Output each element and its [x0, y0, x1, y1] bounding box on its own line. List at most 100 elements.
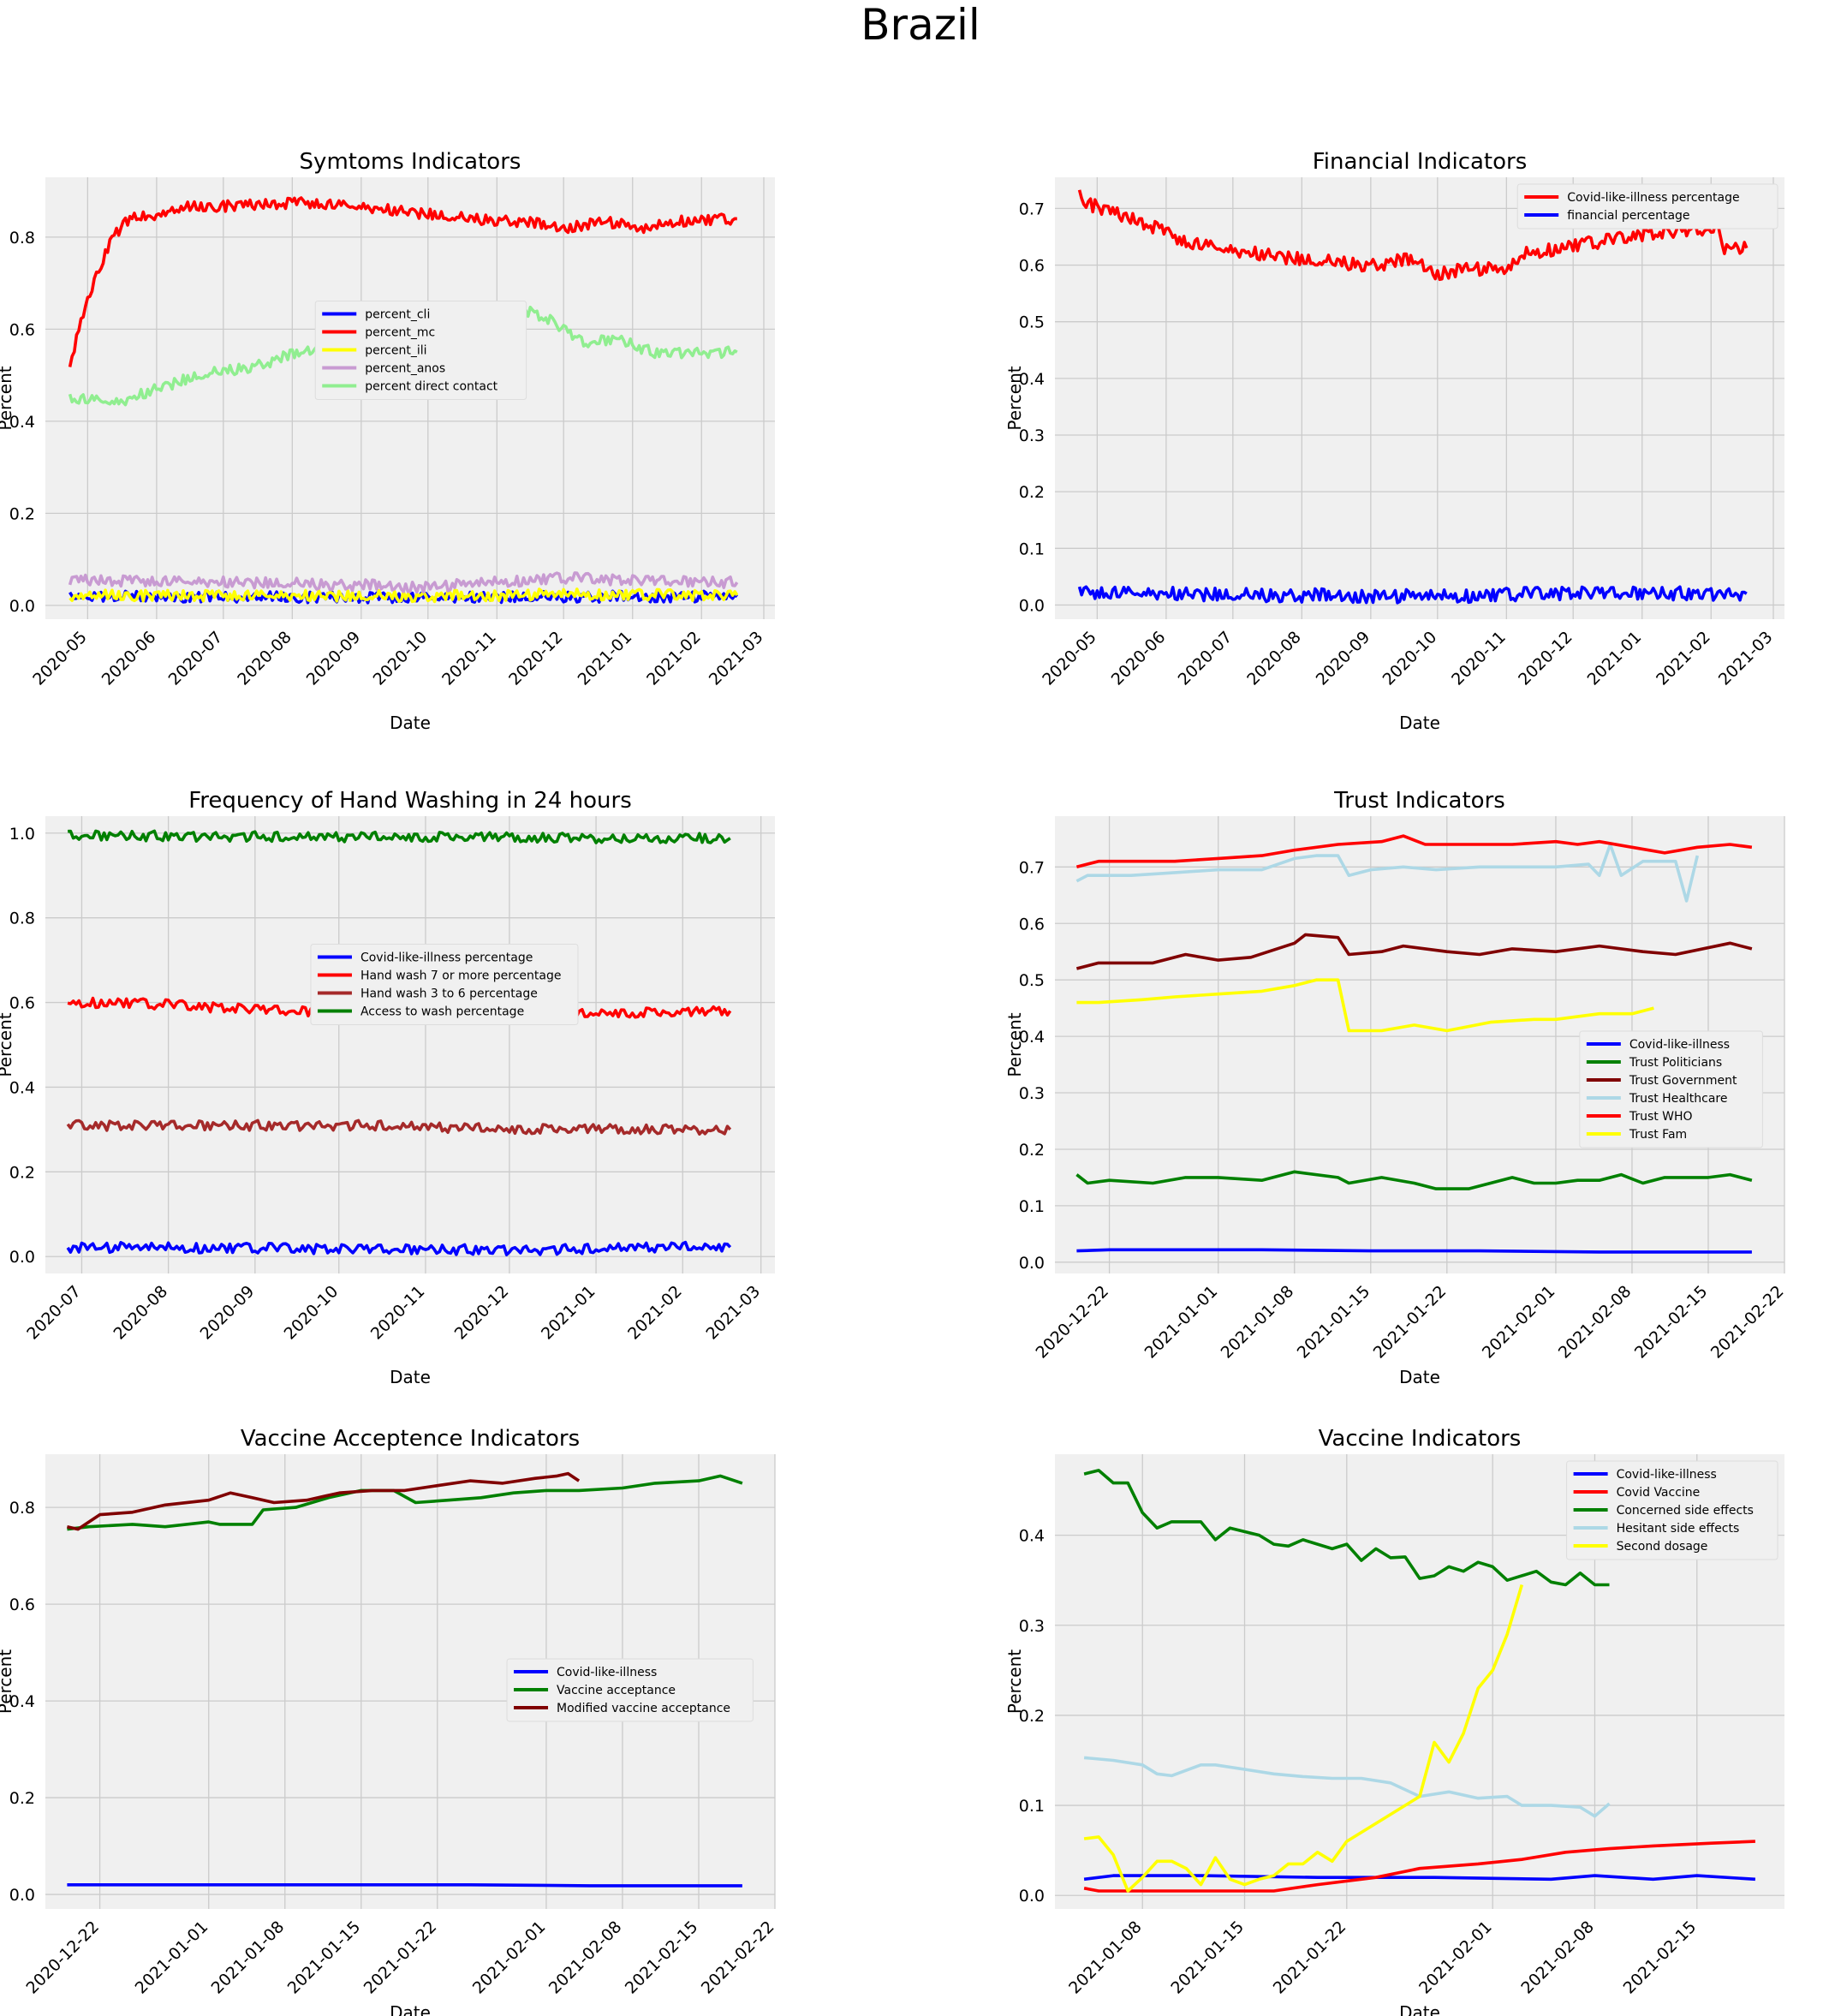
legend: Covid-like-illness Covid Vaccine Concerned…	[1566, 1460, 1778, 1560]
y-tick-label: 1.0	[9, 825, 35, 844]
legend-label: Trust Politicians	[1629, 1056, 1722, 1070]
y-tick-label: 0.4	[1019, 370, 1045, 389]
series-line-access-to-wash-percentage	[68, 829, 731, 844]
y-tick-label: 0.5	[1019, 971, 1045, 990]
series-line-covid-vaccine	[1083, 1840, 1755, 1893]
y-tick-label: 0.4	[1019, 1527, 1045, 1546]
y-tick-label: 0.1	[1019, 1797, 1045, 1816]
legend: percent_cli percent_mc percent_ili percent_…	[314, 300, 527, 400]
panel-title: Vaccine Acceptence Indicators	[241, 1426, 580, 1452]
y-tick-label: 0.2	[1019, 1141, 1045, 1160]
legend: Covid-like-illness Trust Politicians Trust…	[1579, 1030, 1763, 1148]
panel-title: Financial Indicators	[1313, 149, 1528, 175]
legend-label: Trust Fam	[1629, 1128, 1687, 1142]
y-tick-label: 0.3	[1019, 1084, 1045, 1103]
legend-label: Access to wash percentage	[360, 1005, 524, 1019]
legend-label: Trust Healthcare	[1629, 1092, 1728, 1106]
y-tick-label: 0.4	[9, 1078, 35, 1097]
y-tick-label: 0.0	[1019, 1254, 1045, 1273]
panel-title: Symtoms Indicators	[300, 149, 521, 175]
y-tick-label: 0.0	[1019, 596, 1045, 615]
y-tick-label: 0.6	[9, 1596, 35, 1614]
y-tick-label: 0.6	[9, 320, 35, 339]
legend-box	[314, 300, 527, 400]
legend-label: Trust Government	[1629, 1074, 1737, 1088]
y-tick-label: 0.2	[9, 1163, 35, 1182]
y-axis-label: Percent	[0, 366, 15, 430]
series-line-concerned-side-effects	[1083, 1469, 1610, 1587]
series-line-trust-government	[1075, 933, 1753, 970]
y-tick-label: 0.1	[1019, 1197, 1045, 1216]
series-line-covid-like-illness	[1083, 1874, 1756, 1882]
panel-title: Frequency of Hand Washing in 24 hours	[188, 788, 632, 814]
chart-panel-p3: 2020-07 2020-08 2020-09 2020-10 2020-11 2020-…	[0, 788, 775, 1387]
legend: Covid-like-illness Vaccine acceptance Modi…	[506, 1658, 754, 1722]
y-tick-label: 0.8	[9, 910, 35, 928]
legend-label: percent direct contact	[365, 379, 497, 393]
legend-box	[1516, 183, 1778, 230]
x-axis-label: Date	[1399, 2002, 1440, 2016]
panel-title: Vaccine Indicators	[1319, 1426, 1522, 1452]
series-line-second-dosage	[1083, 1584, 1524, 1893]
legend-label: Covid-like-illness	[1617, 1468, 1717, 1482]
y-tick-label: 0.2	[9, 1789, 35, 1808]
x-axis-label: Date	[1399, 1367, 1440, 1387]
y-tick-label: 0.2	[1019, 1707, 1045, 1726]
legend-box	[506, 1658, 754, 1722]
series-line-financial-percentage	[1077, 585, 1748, 605]
legend-label: percent_cli	[365, 307, 430, 321]
y-tick-label: 0.0	[9, 597, 35, 616]
legend-label: Concerned side effects	[1617, 1504, 1754, 1518]
x-axis-label: Date	[1399, 713, 1440, 733]
y-tick-label: 0.6	[9, 994, 35, 1013]
chart-panel-p1: 2020-05 2020-06 2020-07 2020-08 2020-09 2020-…	[0, 149, 775, 733]
legend-label: Modified vaccine acceptance	[557, 1702, 730, 1715]
y-axis-label: Percent	[1004, 366, 1025, 430]
y-axis-label: Percent	[0, 1012, 15, 1077]
y-tick-label: 0.4	[1019, 1028, 1045, 1047]
x-axis-label: Date	[390, 2002, 431, 2016]
y-tick-label: 0.6	[1019, 915, 1045, 933]
series-line-covid-like-illness-percentage	[1077, 189, 1749, 282]
y-tick-label: 0.7	[1019, 858, 1045, 877]
y-axis-label: Percent	[1004, 1649, 1025, 1714]
x-axis-label: Date	[390, 1367, 431, 1387]
legend: Covid-like-illness percentage Hand wash 7…	[310, 944, 579, 1026]
y-axis-label: Percent	[0, 1649, 15, 1714]
legend-label: percent_anos	[365, 361, 445, 375]
series-line-trust-healthcare	[1075, 843, 1700, 903]
legend-label: Vaccine acceptance	[557, 1684, 676, 1697]
series-line-percent-mc	[68, 196, 737, 367]
series-line-covid-like-illness	[67, 1883, 742, 1888]
legend-label: Covid-like-illness	[1629, 1038, 1730, 1052]
y-tick-label: 0.1	[1019, 540, 1045, 558]
y-tick-label: 0.8	[9, 229, 35, 248]
legend: Covid-like-illness percentage financial p…	[1516, 183, 1778, 230]
legend-label: Trust WHO	[1629, 1110, 1693, 1124]
series-line-modified-vaccine-acceptance	[66, 1471, 581, 1531]
x-axis-label: Date	[390, 713, 431, 733]
series-line-trust-who	[1075, 834, 1753, 869]
series-line-covid-like-illness	[1076, 1248, 1752, 1254]
plot-area	[45, 816, 775, 1273]
legend-label: Covid-like-illness percentage	[360, 951, 533, 965]
plot-area	[1055, 177, 1784, 619]
y-axis-label: Percent	[1004, 1012, 1025, 1077]
series-line-hesitant-side-effects	[1083, 1756, 1611, 1818]
y-tick-label: 0.6	[1019, 257, 1045, 276]
y-tick-label: 0.2	[9, 504, 35, 523]
legend-box	[1566, 1460, 1778, 1560]
y-tick-label: 0.0	[9, 1886, 35, 1905]
series-line-percent-anos	[68, 571, 739, 594]
legend-label: Hand wash 3 to 6 percentage	[360, 987, 538, 1001]
legend-label: Covid-like-illness percentage	[1567, 191, 1739, 205]
y-tick-label: 0.0	[9, 1248, 35, 1267]
legend-label: financial percentage	[1567, 209, 1689, 223]
legend-label: percent_ili	[365, 343, 426, 357]
y-tick-label: 0.3	[1019, 426, 1045, 445]
legend-box	[1579, 1030, 1763, 1148]
y-tick-label: 0.4	[9, 1692, 35, 1711]
y-tick-label: 0.8	[9, 1499, 35, 1518]
legend-label: Hesitant side effects	[1617, 1522, 1740, 1536]
